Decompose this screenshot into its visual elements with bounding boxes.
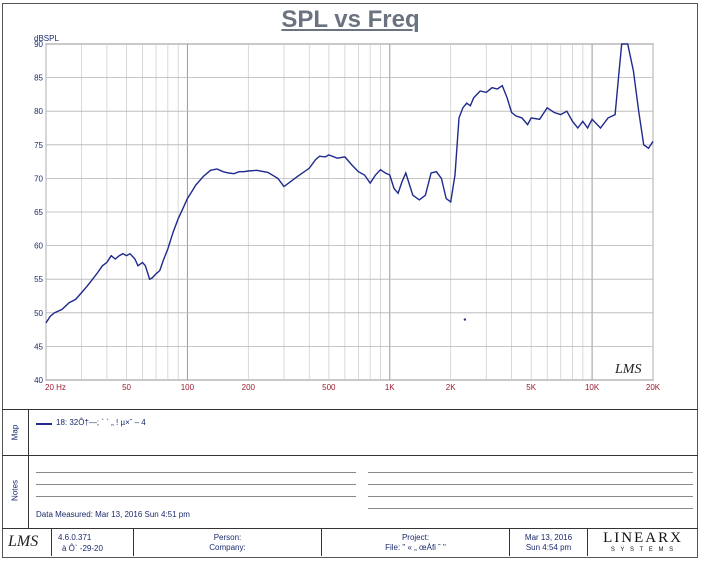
y-tick-label: 45 xyxy=(34,342,43,351)
footer-brand-cell: LINEARX S Y S T E M S xyxy=(588,529,698,556)
notes-section: Notes Data Measured: Mar 13, 2016 Sun 4:… xyxy=(2,456,698,529)
map-side-bar xyxy=(2,410,29,455)
person-label: Person: xyxy=(213,533,242,542)
x-tick-label: 1K xyxy=(385,383,395,392)
note-line xyxy=(368,508,693,509)
y-tick-label: 70 xyxy=(34,174,43,183)
x-tick-label: 5K xyxy=(526,383,536,392)
note-line xyxy=(368,472,693,473)
x-tick-labels: 20 Hz 50 100 200 500 1K 2K 5K 10K 20K xyxy=(45,383,661,392)
map-section: Map 18: 32Ô†—; ` ` „ ! µ×˘ – 4 xyxy=(2,409,698,456)
x-tick-label: 20 Hz xyxy=(45,383,66,392)
footer-time: Sun 4:54 pm xyxy=(525,543,572,552)
series-line xyxy=(45,43,654,324)
version: 4.6.0.371 xyxy=(58,533,92,542)
notes-label: Notes xyxy=(10,480,20,501)
y-tick-label: 50 xyxy=(34,309,43,318)
note-line xyxy=(36,484,356,485)
x-tick-label: 20K xyxy=(646,383,661,392)
note-line xyxy=(368,496,693,497)
x-tick-label: 200 xyxy=(242,383,256,392)
y-tick-label: 65 xyxy=(34,208,43,217)
brand-sub: S Y S T E M S xyxy=(610,547,676,553)
y-tick-label: 80 xyxy=(34,107,43,116)
note-line xyxy=(36,472,356,473)
version-sub: à Ô` -29-20 xyxy=(62,544,103,553)
note-line xyxy=(368,484,693,485)
project-label: Project: xyxy=(401,533,430,542)
chart-title: SPL vs Freq xyxy=(281,6,420,33)
notes-side-bar xyxy=(2,456,29,528)
y-axis-label: dBSPL xyxy=(34,34,59,43)
y-tick-label: 85 xyxy=(34,74,43,83)
y-tick-label: 40 xyxy=(34,376,43,385)
legend-swatch xyxy=(36,423,52,425)
file-label: File: " « „ œÀfi ˘ " xyxy=(385,543,446,552)
x-tick-label: 500 xyxy=(322,383,336,392)
footer-version-cell: 4.6.0.371 à Ô` -29-20 xyxy=(52,529,134,556)
x-tick-label: 10K xyxy=(585,383,600,392)
footer-logo: LMS xyxy=(8,533,39,550)
x-tick-label: 100 xyxy=(181,383,195,392)
grid-lines xyxy=(45,43,654,381)
page-frame xyxy=(2,3,698,558)
lms-watermark: LMS xyxy=(614,362,641,377)
y-tick-label: 60 xyxy=(34,242,43,251)
footer-person-cell: Person: Company: xyxy=(134,529,322,556)
date-measured: Data Measured: Mar 13, 2016 Sun 4:51 pm xyxy=(36,510,190,519)
map-label: Map xyxy=(10,424,20,441)
stray-point xyxy=(463,318,467,321)
spl-chart: 40 45 50 55 60 65 70 75 80 85 90 20 Hz 50 100 200 500 1… xyxy=(34,34,661,392)
note-line xyxy=(36,496,356,497)
footer-date-cell: Mar 13, 2016 Sun 4:54 pm xyxy=(510,529,588,556)
footer-logo-cell: LMS xyxy=(2,529,52,556)
brand-name: LINEARX xyxy=(603,530,683,546)
y-tick-labels: 40 45 50 55 60 65 70 75 80 85 90 xyxy=(34,40,43,385)
x-tick-label: 2K xyxy=(446,383,456,392)
legend-entry: 18: 32Ô†—; ` ` „ ! µ×˘ – 4 xyxy=(56,418,146,427)
footer-project-cell: Project: File: " « „ œÀfi ˘ " xyxy=(322,529,510,556)
y-tick-label: 55 xyxy=(34,275,43,284)
footer-date: Mar 13, 2016 xyxy=(524,533,573,542)
company-label: Company: xyxy=(209,543,246,552)
y-tick-label: 75 xyxy=(34,141,43,150)
y-tick-label: 90 xyxy=(34,40,43,49)
x-tick-label: 50 xyxy=(122,383,131,392)
